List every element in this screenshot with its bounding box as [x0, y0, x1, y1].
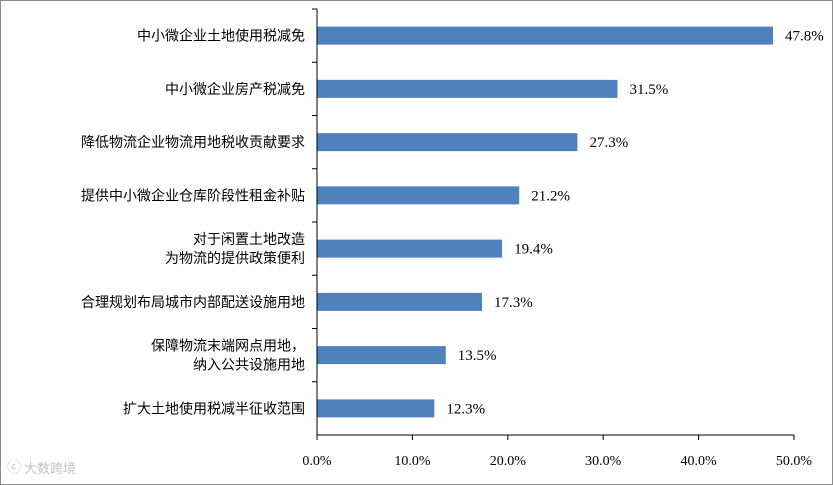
bar — [317, 133, 578, 152]
category-label: 保障物流末端网点用地， — [151, 339, 305, 355]
bar — [317, 399, 435, 418]
value-label: 47.8% — [785, 29, 824, 45]
bar — [317, 346, 446, 365]
x-ticks-group: 0.0% 10.0% 20.0% 30.0% 40.0% 50.0% — [302, 435, 812, 469]
watermark: ⓒ 大数跨境 — [7, 457, 76, 477]
value-label: 21.2% — [531, 188, 570, 204]
category-label: 中小微企业土地使用税减免 — [137, 28, 305, 45]
value-label: 31.5% — [630, 82, 669, 98]
bar — [317, 79, 618, 98]
category-label: 中小微企业房产税减免 — [165, 81, 305, 98]
category-label: 对于闲置土地改造 — [193, 232, 305, 248]
bar — [317, 26, 774, 45]
value-labels-group: 47.8% 31.5% 27.3% 21.2% 19.4% 17.3% 13.5% 12.3% — [446, 29, 823, 418]
bar — [317, 292, 483, 311]
category-label: 纳入公共设施用地 — [193, 358, 305, 374]
axes-group — [312, 8, 794, 436]
category-label: 为物流的提供政策便利 — [165, 250, 305, 267]
tilde-logo-icon: ⓒ — [7, 460, 21, 476]
x-tick-label: 50.0% — [776, 454, 813, 469]
category-labels-group: 中小微企业土地使用税减免中小微企业房产税减免降低物流企业物流用地税收贡献要求提供… — [81, 28, 305, 418]
value-label: 12.3% — [446, 401, 485, 417]
category-label: 合理规划布局城市内部配送设施用地 — [81, 294, 305, 311]
value-label: 17.3% — [494, 295, 533, 311]
value-label: 27.3% — [589, 135, 628, 151]
watermark-text: 大数跨境 — [24, 461, 77, 477]
bars-group — [317, 26, 774, 418]
bar — [317, 239, 503, 258]
category-label: 提供中小微企业仓库阶段性租金补贴 — [81, 187, 305, 204]
x-tick-label: 10.0% — [394, 454, 431, 469]
x-tick-label: 40.0% — [681, 454, 718, 469]
x-tick-label: 20.0% — [490, 454, 527, 469]
value-label: 13.5% — [458, 348, 497, 364]
category-label: 降低物流企业物流用地税收贡献要求 — [81, 134, 305, 151]
bar — [317, 186, 520, 205]
x-tick-label: 0.0% — [302, 454, 332, 469]
x-tick-label: 30.0% — [585, 454, 622, 469]
category-label: 扩大土地使用税减半征收范围 — [123, 400, 305, 417]
value-label: 19.4% — [514, 242, 553, 258]
